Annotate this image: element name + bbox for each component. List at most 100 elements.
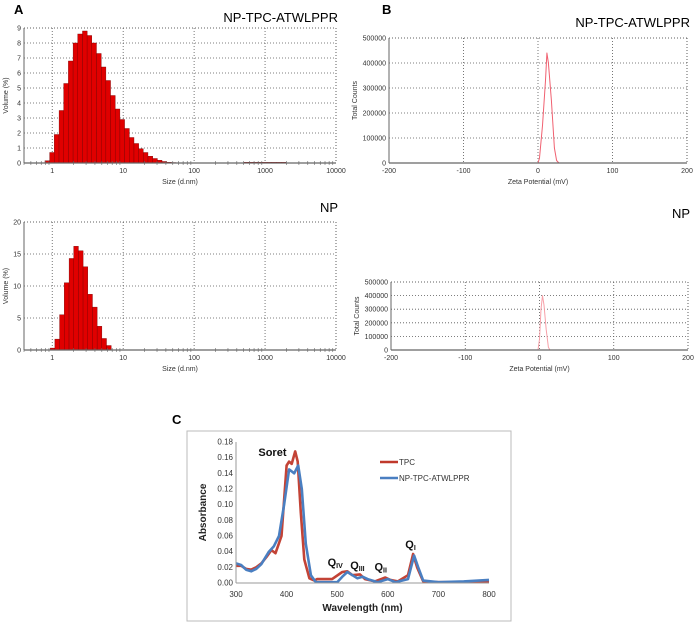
y-tick-label: 8 (17, 41, 21, 48)
y-tick-label: 100000 (363, 136, 386, 143)
x-tick-label: 500 (331, 590, 345, 599)
y-tick-label: 500000 (363, 36, 386, 43)
y-tick-label: 0 (384, 348, 388, 355)
series-line-curve (391, 295, 688, 351)
y-tick-label: 0 (382, 161, 386, 168)
peak-annotation: QII (374, 561, 387, 574)
x-tick-label: 800 (482, 590, 496, 599)
histogram-bar (133, 143, 139, 164)
x-tick-label: 300 (229, 590, 243, 599)
histogram-bar (54, 134, 60, 164)
annotation-main: Q (405, 539, 414, 551)
chart-a-top: 0 1 2 3 4 5 6 7 8 9 1 10 100 1000 10000 Size (d.nm) Volu… (3, 10, 346, 186)
histogram-bar (78, 250, 84, 351)
chart-b-bottom: 0 100000 200000 300000 400000 500000 -200 -100 0… (354, 206, 694, 373)
y-axis-label: Volume (%) (3, 77, 10, 113)
histogram-bar (105, 80, 111, 164)
x-tick-label: 100 (188, 355, 200, 362)
histogram-bar (96, 326, 103, 351)
histogram-bar (110, 95, 116, 164)
y-tick-label: 300000 (363, 86, 386, 93)
histogram-bar (72, 42, 78, 164)
histogram-bar (124, 128, 130, 164)
histogram-bar (59, 314, 65, 351)
annotation-main: Q (328, 557, 337, 569)
x-tick-label: 1 (50, 355, 54, 362)
x-axis-label: Size (d.nm) (162, 179, 198, 186)
x-tick-label: 10000 (326, 168, 346, 175)
annotation-subscript: III (359, 566, 365, 573)
histogram-bar (49, 152, 55, 164)
y-axis-label: Total Counts (352, 81, 359, 120)
y-tick-label: 10 (13, 284, 21, 291)
x-tick-label: 0 (538, 355, 542, 362)
x-tick-label: 1000 (257, 355, 273, 362)
x-tick-label: 700 (432, 590, 446, 599)
histogram-bar (64, 282, 70, 351)
y-tick-label: 5 (17, 86, 21, 93)
y-tick-label: 0 (17, 161, 21, 168)
x-tick-label: 10000 (326, 355, 346, 362)
y-tick-label: 0.00 (217, 579, 233, 588)
y-tick-label: 1 (17, 146, 21, 153)
x-tick-label: 100 (188, 168, 200, 175)
y-tick-label: 400000 (363, 61, 386, 68)
histogram-bar (68, 258, 74, 351)
y-tick-label: 2 (17, 131, 21, 138)
x-axis-label: Zeta Potential (mV) (508, 179, 568, 186)
y-tick-label: 400000 (365, 293, 388, 300)
y-tick-label: 0.04 (217, 547, 233, 556)
x-tick-label: 200 (681, 168, 693, 175)
y-tick-label: 300000 (365, 307, 388, 314)
panel-c-frame (186, 430, 512, 622)
histogram-bar (115, 108, 121, 164)
histogram-bar (147, 156, 153, 164)
histogram-bar (152, 158, 158, 164)
legend-label: NP-TPC-ATWLPPR (399, 474, 470, 483)
y-tick-label: 0.14 (217, 469, 233, 478)
histogram-bar (101, 338, 107, 351)
annotation-subscript: II (383, 567, 387, 574)
peak-annotation: Soret (258, 447, 286, 459)
histogram-bar (87, 294, 93, 351)
y-tick-label: 200000 (363, 111, 386, 118)
x-axis-label: Wavelength (nm) (322, 603, 402, 614)
x-tick-label: -100 (456, 168, 470, 175)
y-tick-label: 5 (17, 316, 21, 323)
chart-a-bottom: 0 5 10 15 20 1 10 100 1000 10000 Size (d.nm) Volume… (3, 200, 346, 373)
x-tick-label: 200 (682, 355, 694, 362)
annotation-main: Soret (258, 447, 286, 459)
y-tick-label: 0 (17, 348, 21, 355)
chart-title: NP (320, 200, 338, 215)
y-tick-label: 500000 (365, 280, 388, 287)
x-tick-label: 1 (50, 168, 54, 175)
histogram-bar (73, 246, 79, 351)
y-axis-label: Volume (%) (3, 268, 10, 304)
histogram-bar (96, 53, 102, 164)
x-tick-label: 10 (119, 168, 127, 175)
y-tick-label: 4 (17, 101, 21, 108)
y-tick-label: 7 (17, 56, 21, 63)
legend-label: TPC (399, 458, 415, 467)
histogram-bar (119, 119, 125, 164)
chart-title: NP (672, 206, 690, 221)
y-tick-label: 200000 (365, 320, 388, 327)
histogram-bar (82, 30, 88, 164)
y-tick-label: 0.06 (217, 532, 233, 541)
histogram-bar (129, 137, 135, 164)
series-line-tpc (236, 450, 489, 584)
histogram-bar (77, 33, 83, 164)
peak-annotation: QIV (328, 557, 344, 570)
histogram-bar (68, 60, 74, 164)
x-tick-label: 600 (381, 590, 395, 599)
series-line-np-tpc-atwlppr (235, 464, 490, 584)
histogram-bar (92, 306, 98, 351)
histogram-bar (91, 42, 97, 164)
peak-annotation: QIII (350, 560, 364, 573)
x-tick-label: -200 (384, 355, 398, 362)
histogram-bar (86, 35, 92, 164)
annotation-main: Q (374, 561, 383, 573)
y-tick-label: 0.16 (217, 453, 233, 462)
histogram-bar (100, 66, 107, 164)
